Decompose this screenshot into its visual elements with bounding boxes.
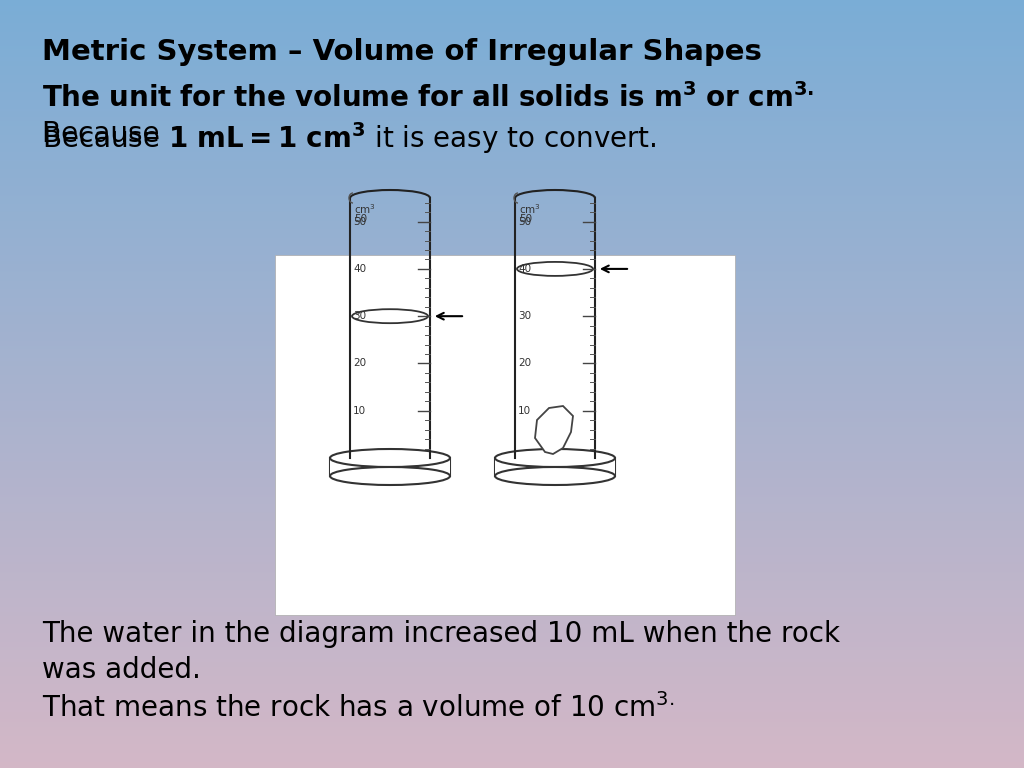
Ellipse shape <box>517 262 593 276</box>
Bar <box>275 255 735 615</box>
Text: 20: 20 <box>518 359 531 369</box>
Text: 40: 40 <box>353 264 367 274</box>
Text: The water in the diagram increased 10 mL when the rock: The water in the diagram increased 10 mL… <box>42 620 840 648</box>
Text: 50: 50 <box>518 217 531 227</box>
Bar <box>330 458 450 476</box>
Text: cm$^3$: cm$^3$ <box>354 202 376 216</box>
Text: $\bf{The\ unit\ for\ the\ volume\ for\ all\ solids\ is\ m^3\ or\ cm^{3.}}$: $\bf{The\ unit\ for\ the\ volume\ for\ a… <box>42 83 814 113</box>
Ellipse shape <box>495 449 615 467</box>
Text: 50: 50 <box>519 214 532 224</box>
Polygon shape <box>535 406 573 454</box>
Text: 10: 10 <box>518 406 531 415</box>
Bar <box>495 458 615 476</box>
Text: That means the rock has a volume of 10 cm$^{3.}$: That means the rock has a volume of 10 c… <box>42 693 675 723</box>
Text: 40: 40 <box>518 264 531 274</box>
Text: 50: 50 <box>354 214 368 224</box>
Text: 10: 10 <box>353 406 367 415</box>
Text: cm$^3$: cm$^3$ <box>519 202 541 216</box>
Text: 20: 20 <box>353 359 367 369</box>
Text: Because: Because <box>42 120 168 148</box>
Ellipse shape <box>352 310 428 323</box>
Ellipse shape <box>330 449 450 467</box>
Ellipse shape <box>495 467 615 485</box>
Text: Metric System – Volume of Irregular Shapes: Metric System – Volume of Irregular Shap… <box>42 38 762 66</box>
Ellipse shape <box>330 467 450 485</box>
Text: was added.: was added. <box>42 656 201 684</box>
Text: 50: 50 <box>353 217 367 227</box>
Text: Because $\mathbf{1\ mL = 1\ cm^3}$ it is easy to convert.: Because $\mathbf{1\ mL = 1\ cm^3}$ it is… <box>42 120 656 156</box>
Text: 30: 30 <box>518 311 531 321</box>
Text: 30: 30 <box>353 311 367 321</box>
